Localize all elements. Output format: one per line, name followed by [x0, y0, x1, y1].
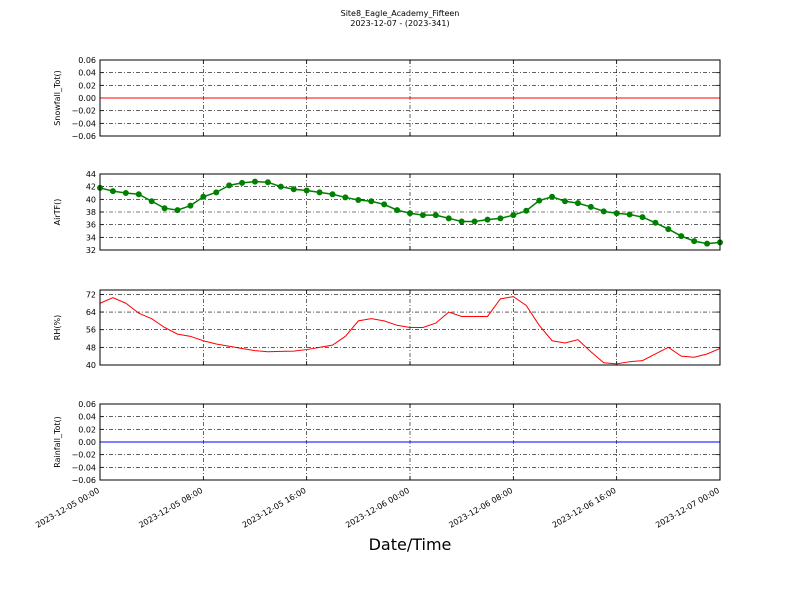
- data-point: [135, 191, 142, 198]
- y-tick-label: −0.02: [71, 107, 96, 116]
- data-point: [122, 190, 129, 196]
- data-point: [458, 218, 465, 225]
- y-tick-label: 0.04: [78, 69, 96, 78]
- data-point: [704, 240, 711, 247]
- y-axis-label: Snowfall_Tot(): [53, 70, 62, 126]
- data-point: [665, 226, 672, 233]
- data-point: [368, 198, 375, 205]
- data-point: [510, 212, 517, 219]
- data-point: [562, 198, 568, 205]
- y-axis-label: AirTF(): [53, 199, 62, 226]
- data-point: [445, 215, 452, 222]
- data-point: [626, 211, 633, 218]
- data-point: [523, 207, 530, 214]
- plot-frame: [99, 59, 721, 137]
- data-point: [226, 182, 233, 189]
- data-point: [239, 179, 246, 186]
- plot-frame: [99, 173, 721, 251]
- y-tick-label: 42: [86, 183, 96, 192]
- data-point: [316, 189, 323, 196]
- y-tick-label: 44: [86, 170, 96, 179]
- data-line: [99, 296, 721, 365]
- plot-frame: [99, 403, 721, 481]
- chart-subtitle: 2023-12-07 - (2023-341): [350, 19, 449, 28]
- x-tick-label: 2023-12-05 08:00: [137, 486, 204, 530]
- data-point: [691, 238, 698, 245]
- y-tick-label: −0.02: [71, 451, 96, 460]
- y-tick-label: −0.04: [71, 119, 96, 128]
- data-point: [600, 208, 607, 215]
- data-point: [587, 203, 594, 210]
- y-tick-label: 40: [86, 195, 96, 204]
- data-point: [342, 194, 349, 201]
- chart-title: Site8_Eagle_Academy_Fifteen: [341, 9, 460, 18]
- data-point: [574, 200, 581, 207]
- data-point: [639, 214, 646, 221]
- x-tick-label: 2023-12-06 08:00: [447, 486, 514, 530]
- data-point: [161, 205, 168, 212]
- y-tick-label: 0.06: [78, 400, 96, 409]
- plot-frame: [99, 289, 721, 366]
- data-point: [213, 189, 220, 196]
- data-point: [394, 207, 401, 214]
- y-tick-label: 72: [86, 290, 96, 299]
- y-axis-label: RH(%): [53, 315, 62, 340]
- x-tick-label: 2023-12-06 00:00: [344, 486, 411, 530]
- y-tick-label: 64: [86, 308, 96, 317]
- y-tick-label: 0.04: [78, 413, 96, 422]
- x-tick-label: 2023-12-05 16:00: [241, 486, 308, 530]
- y-tick-label: 40: [86, 361, 96, 370]
- data-point: [536, 197, 543, 204]
- data-point: [381, 201, 388, 208]
- y-tick-label: 0.02: [78, 81, 96, 90]
- y-tick-label: 0.00: [78, 94, 96, 103]
- data-point: [264, 179, 271, 186]
- data-point: [678, 233, 685, 240]
- y-tick-label: 0.00: [78, 438, 96, 447]
- data-point: [109, 188, 116, 195]
- x-tick-label: 2023-12-07 00:00: [654, 486, 721, 530]
- y-tick-label: −0.04: [71, 463, 96, 472]
- data-point: [432, 212, 439, 219]
- data-point: [471, 218, 478, 225]
- data-point: [355, 196, 362, 203]
- data-point: [148, 198, 155, 205]
- data-point: [419, 212, 426, 219]
- data-point: [277, 183, 284, 190]
- y-tick-label: 36: [86, 221, 96, 230]
- data-point: [200, 193, 207, 200]
- data-point: [549, 193, 556, 200]
- y-tick-label: 56: [86, 326, 96, 335]
- y-tick-label: −0.06: [71, 132, 96, 141]
- x-tick-label: 2023-12-05 00:00: [34, 486, 101, 530]
- y-tick-label: 34: [86, 233, 96, 242]
- y-tick-label: −0.06: [71, 476, 96, 485]
- x-axis-label: Date/Time: [369, 535, 452, 554]
- data-point: [484, 216, 491, 223]
- data-point: [187, 202, 194, 209]
- y-tick-label: 48: [86, 343, 96, 352]
- y-tick-label: 38: [86, 208, 96, 217]
- data-point: [252, 178, 258, 185]
- data-point: [652, 219, 659, 226]
- x-tick-label: 2023-12-06 16:00: [551, 486, 618, 530]
- data-point: [329, 191, 336, 198]
- data-point: [303, 187, 310, 194]
- y-tick-label: 32: [86, 246, 96, 255]
- data-point: [174, 207, 181, 214]
- data-point: [613, 210, 620, 217]
- data-point: [407, 210, 413, 217]
- y-axis-label: Rainfall_Tot(): [53, 416, 62, 468]
- y-tick-label: 0.02: [78, 425, 96, 434]
- data-point: [290, 186, 297, 193]
- y-tick-label: 0.06: [78, 56, 96, 65]
- data-point: [497, 215, 504, 222]
